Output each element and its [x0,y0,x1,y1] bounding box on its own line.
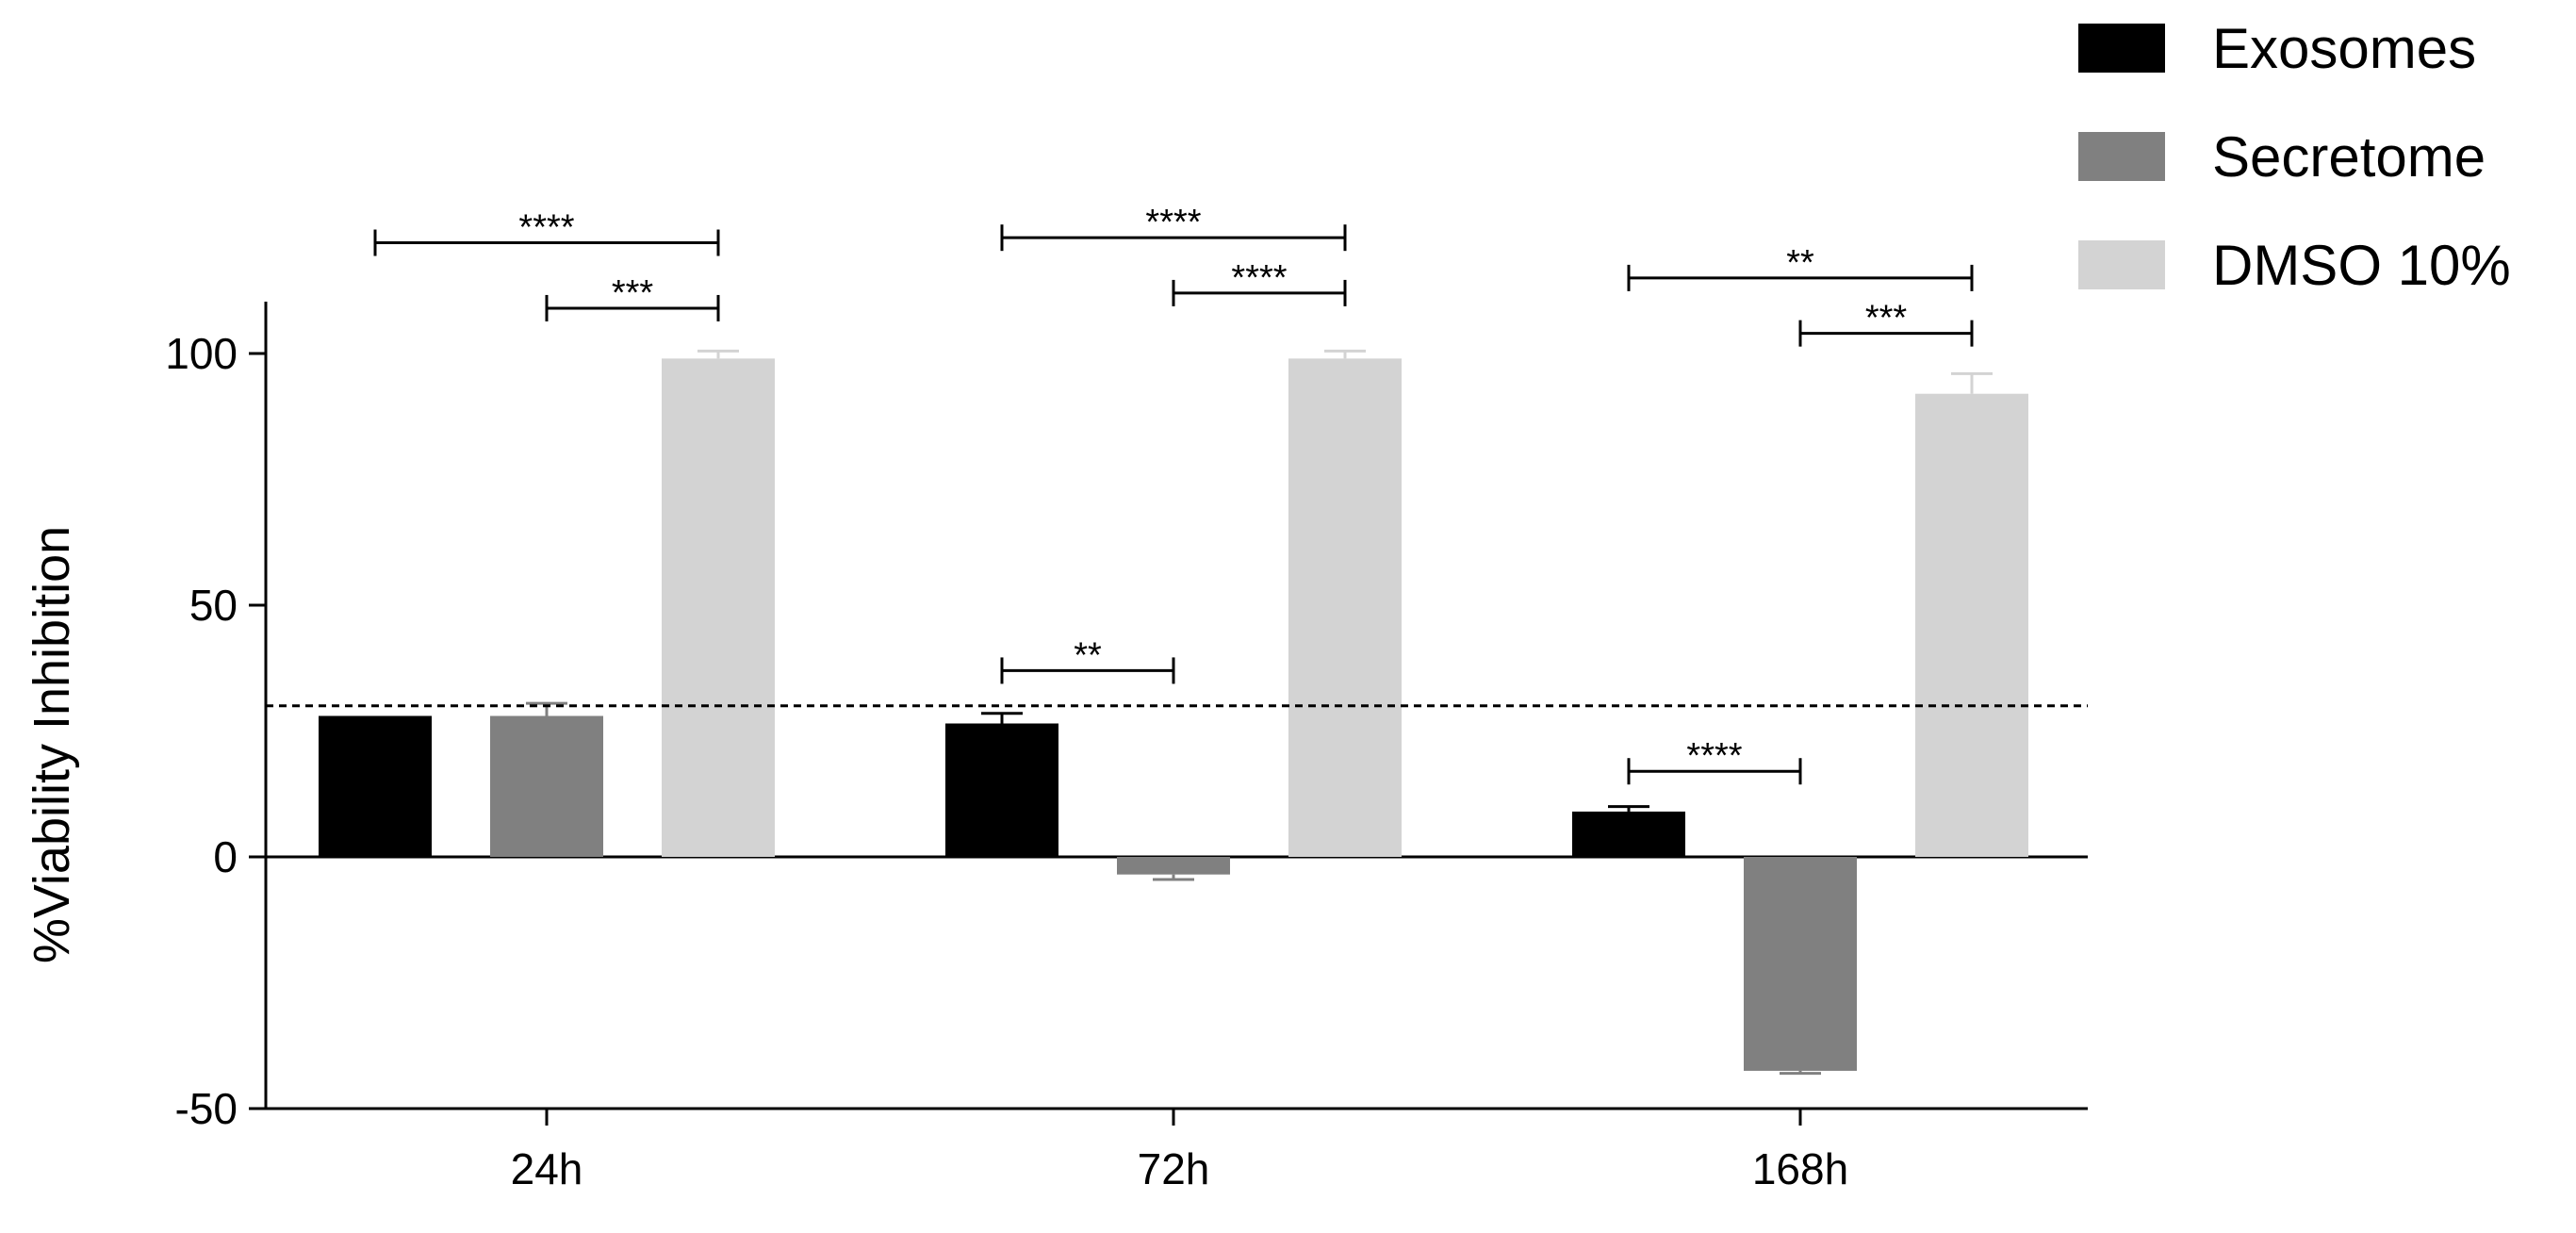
bar [1744,857,1857,1071]
y-tick-label: 0 [213,832,238,881]
significance-label: ** [1786,243,1814,283]
legend-label: Exosomes [2212,17,2476,80]
significance-label: **** [518,208,574,248]
legend-label: DMSO 10% [2212,234,2511,297]
bars [319,358,2028,1071]
y-tick-label: 50 [189,581,238,630]
bar [1117,857,1230,875]
bar [1572,811,1685,857]
y-tick-label: 100 [165,329,238,378]
legend-swatch [2078,24,2165,73]
legend: Exosomes Secretome DMSO 10% [2078,17,2511,297]
bar [490,715,603,857]
legend-label: Secretome [2212,125,2486,189]
bar [945,723,1058,857]
significance-label: **** [1231,258,1287,298]
y-tick-label: -50 [175,1084,238,1133]
x-tick-label: 72h [1138,1144,1210,1193]
x-tick-label: 24h [511,1144,583,1193]
significance-label: ** [1074,635,1102,675]
error-bars [526,349,1993,1076]
bar [319,715,432,857]
legend-swatch [2078,132,2165,181]
x-tick-label: 168h [1752,1144,1848,1193]
legend-swatch [2078,240,2165,289]
y-axis-label: %Viability Inhibition [24,526,80,963]
bar [1915,393,2028,857]
significance-label: *** [1865,299,1908,338]
bar [662,358,775,858]
significance-label: **** [1145,203,1201,242]
bar [1288,358,1402,858]
significance-label: **** [1686,736,1742,776]
significance-label: *** [612,273,654,313]
significance-brackets: ************************** [373,203,1974,785]
